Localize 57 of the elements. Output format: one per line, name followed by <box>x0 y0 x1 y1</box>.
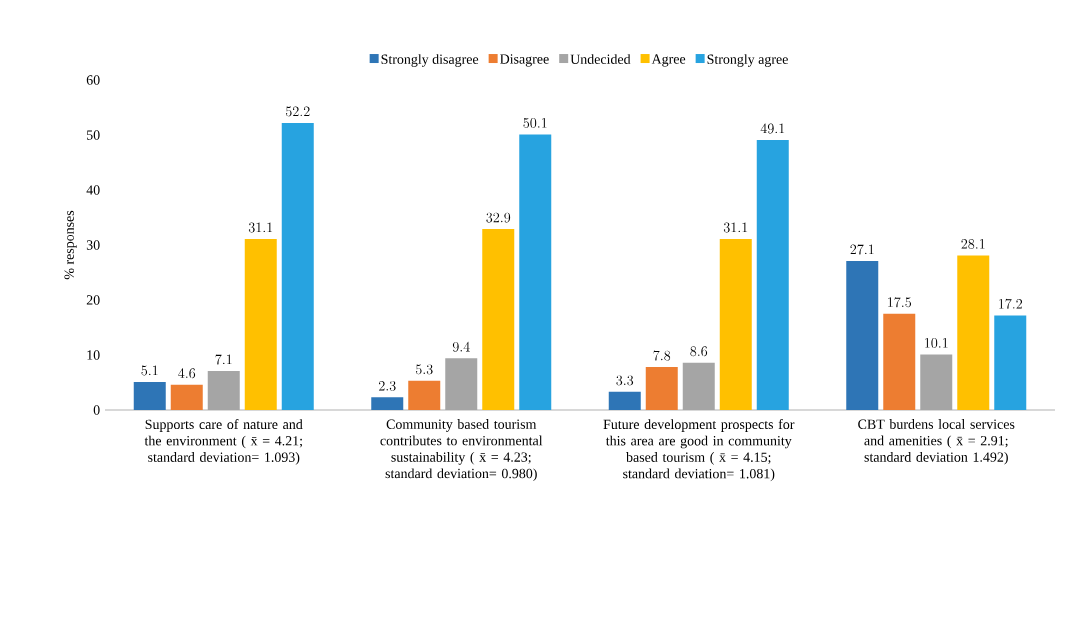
y-tick-label: 60 <box>86 75 100 85</box>
bar <box>170 384 203 410</box>
y-tick-label: 50 <box>87 130 100 140</box>
x-tick-label: CBT burdens local services and amenities ( x̄ = 2.91; standard deviation 1.492) <box>858 419 1015 465</box>
data-label: 32.9 <box>486 212 511 223</box>
data-label: 10. 1 <box>925 338 948 348</box>
x-tick-label: Supports care of nature and the environment ( x̄ = 4.21; standard deviation= 1.093) <box>144 419 303 465</box>
legend-label: Strongly disagree <box>381 54 479 67</box>
data-label: 7. 1 <box>215 354 232 365</box>
x-tick-label: Future development prospects for this area are good in community based tourism ( x̄ = 4.15; standard deviation= 1.081) <box>603 419 795 482</box>
data-label: 31 . 1 <box>723 222 748 233</box>
y-tick-label: 10 <box>87 350 100 360</box>
y-tick-label: 40 <box>86 185 100 195</box>
data-label: 27. 1 <box>850 244 874 255</box>
data-label: 7.8 <box>653 350 671 361</box>
legend-label: Undecided <box>570 54 631 64</box>
bar <box>957 255 990 410</box>
data-label: 8.6 <box>690 346 708 357</box>
data-label: 17.5 <box>888 297 912 308</box>
bar <box>445 358 478 410</box>
bar <box>608 391 641 410</box>
bar <box>519 134 552 410</box>
y-tick-label: 0 <box>93 405 100 415</box>
bar <box>133 381 166 410</box>
data-label: 3.3 <box>616 375 634 386</box>
data-label: 9.4 <box>452 341 470 352</box>
data-label: 17.2 <box>999 298 1023 309</box>
bar <box>645 367 678 410</box>
data-label: 2.3 <box>378 380 396 391</box>
bar <box>756 139 789 410</box>
data-label: 49. 1 <box>760 123 785 134</box>
data-label: 50. 1 <box>523 118 547 128</box>
legend-label: Disagree <box>500 54 549 67</box>
legend-label: Agree <box>651 54 686 67</box>
data-label: 31 . 1 <box>248 222 273 233</box>
bar <box>719 238 752 410</box>
data-label: 52.2 <box>285 106 310 117</box>
legend-label: Strongly agree <box>707 54 788 67</box>
y-tick-label: 30 <box>86 240 100 250</box>
data-label: 5.3 <box>415 364 433 375</box>
y-tick-label: 20 <box>86 295 100 305</box>
bar <box>920 354 953 410</box>
bar <box>682 362 715 410</box>
bar <box>408 380 441 410</box>
bar <box>244 238 277 410</box>
bar <box>846 260 879 410</box>
x-tick-label: Community based tourism contributes to environmental sustainability ( x̄ = 4.23; standard deviation= 0.980) <box>380 419 543 482</box>
bar <box>281 122 314 410</box>
bar <box>371 397 404 410</box>
data-label: 4.6 <box>178 368 196 379</box>
bar <box>207 370 240 410</box>
data-label: 5. 1 <box>141 365 158 376</box>
data-label: 28. 1 <box>961 239 985 249</box>
bar <box>994 315 1027 410</box>
bar <box>482 229 515 410</box>
bar <box>883 313 916 410</box>
y-axis-title: % responses <box>64 210 77 280</box>
